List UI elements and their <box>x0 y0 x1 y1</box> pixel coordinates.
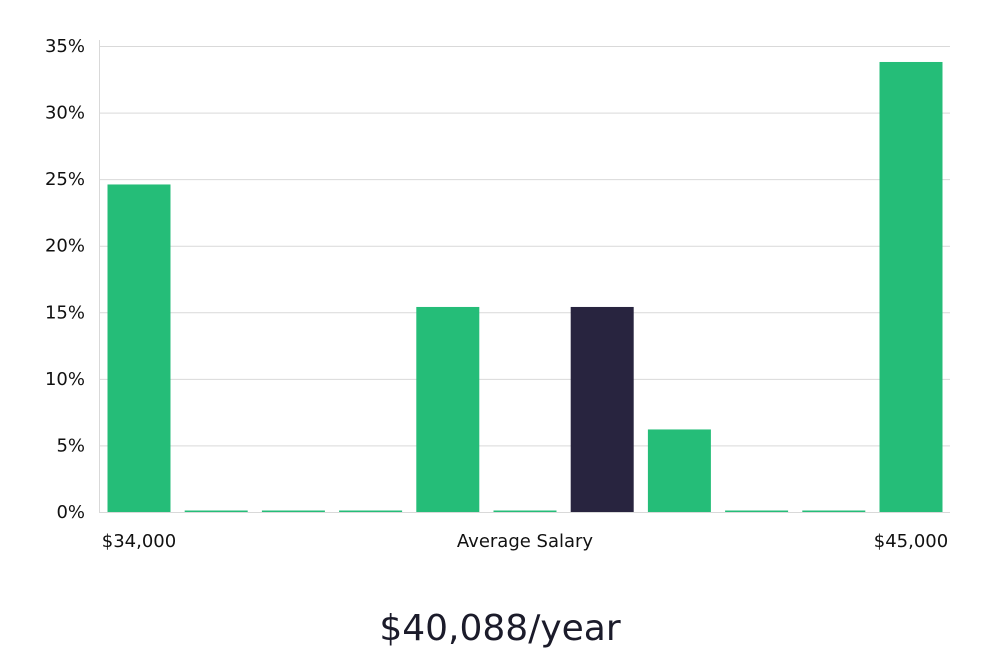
bars <box>107 61 943 512</box>
y-tick-label: 30% <box>45 103 85 124</box>
bar <box>879 61 943 512</box>
bar <box>493 510 557 512</box>
bar <box>725 510 789 512</box>
average-salary-value: $40,088/year <box>379 608 621 649</box>
bar <box>184 510 248 512</box>
x-axis-title: Average Salary <box>457 531 594 552</box>
bar <box>647 429 711 512</box>
y-tick-label: 5% <box>56 435 85 456</box>
y-tick-label: 25% <box>45 169 85 190</box>
y-tick-labels: 0% 5% 10% 15% 20% 25% 30% 35% <box>45 36 85 523</box>
highlighted-bar <box>570 306 634 512</box>
y-tick-label: 10% <box>45 369 85 390</box>
y-tick-label: 35% <box>45 36 85 57</box>
bar <box>416 306 480 512</box>
y-tick-label: 20% <box>45 236 85 257</box>
y-tick-label: 0% <box>56 502 85 523</box>
bar <box>261 510 325 512</box>
x-max-label: $45,000 <box>874 531 948 552</box>
grid-lines <box>99 46 950 513</box>
y-tick-label: 15% <box>45 302 85 323</box>
bar <box>802 510 866 512</box>
x-min-label: $34,000 <box>102 531 176 552</box>
bar <box>107 184 171 512</box>
bar <box>339 510 403 512</box>
